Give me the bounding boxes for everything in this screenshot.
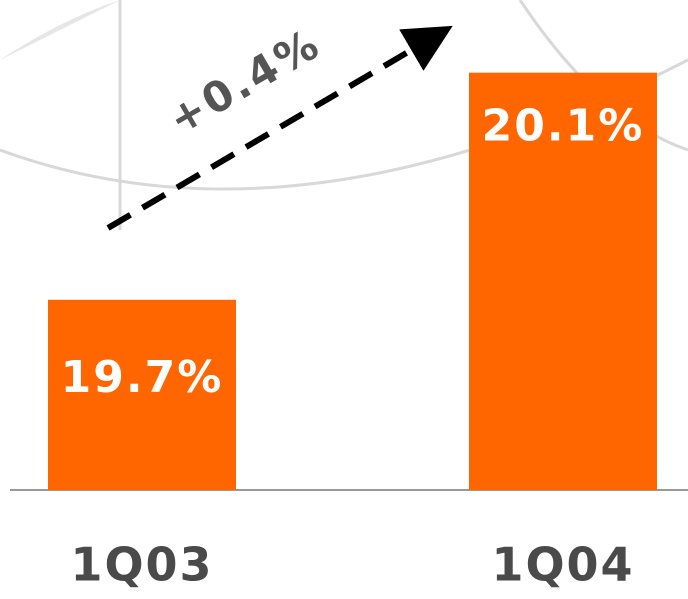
x-tick-label: 1Q03 bbox=[70, 538, 213, 592]
value-label: 20.1% bbox=[482, 101, 645, 152]
trend-arrow bbox=[106, 25, 453, 231]
x-tick-label: 1Q04 bbox=[491, 538, 634, 592]
value-label: 19.7% bbox=[61, 352, 224, 403]
bar bbox=[48, 299, 236, 490]
annotation: +0.4% bbox=[160, 19, 329, 145]
bar bbox=[469, 72, 657, 491]
